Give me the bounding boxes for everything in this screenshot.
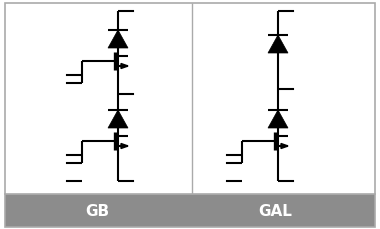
Polygon shape [108,110,128,128]
Polygon shape [108,30,128,48]
Text: GAL: GAL [258,204,292,218]
Polygon shape [268,110,288,128]
Polygon shape [281,144,288,148]
Bar [5,194,375,227]
Polygon shape [121,63,128,68]
Polygon shape [268,35,288,53]
Polygon shape [121,144,128,148]
Text: GB: GB [85,204,109,218]
Bar [5,3,375,194]
